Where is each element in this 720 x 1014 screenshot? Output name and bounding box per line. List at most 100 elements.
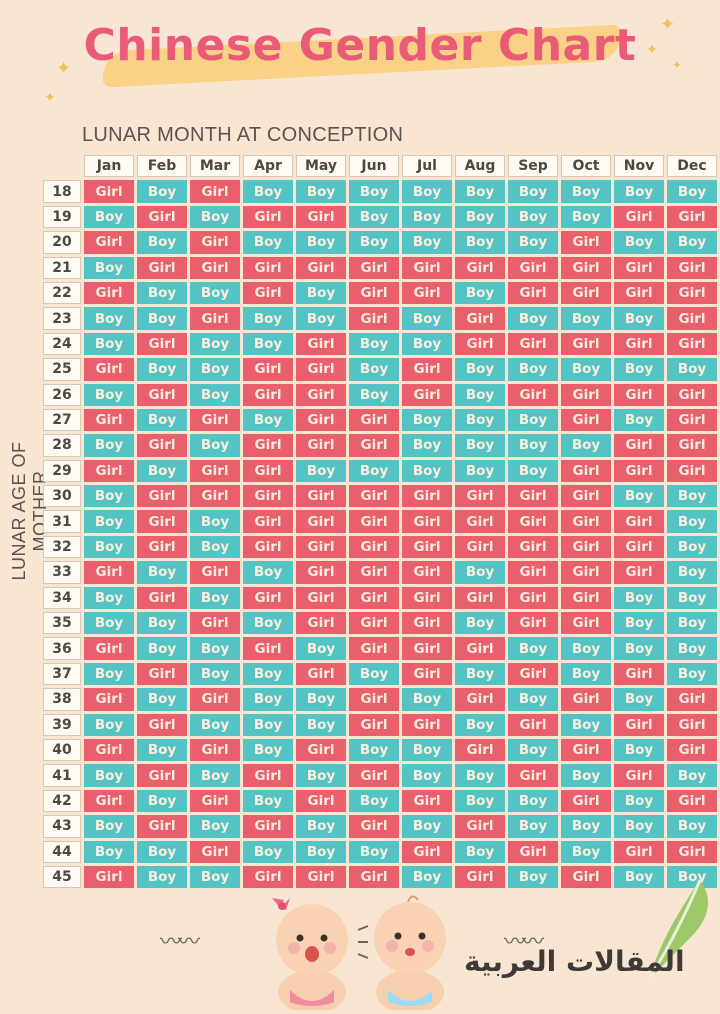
gender-cell: Boy: [84, 307, 134, 330]
x-axis-label: LUNAR MONTH AT CONCEPTION: [82, 124, 404, 146]
gender-cell: Girl: [137, 586, 187, 610]
age-label: 29: [43, 459, 81, 483]
gender-cell: Girl: [402, 358, 452, 381]
gender-cell: Boy: [508, 815, 558, 838]
table-row: 22 Girl Boy Boy Girl Boy Girl Girl Boy Girl Girl Gi…: [43, 281, 717, 305]
gender-cell: Girl: [349, 485, 399, 508]
gender-cell: Girl: [667, 307, 717, 330]
gender-cell: Boy: [137, 612, 187, 635]
gender-cell: Boy: [190, 383, 240, 406]
gender-cell: Girl: [243, 485, 293, 508]
wave-decoration: 〰〰: [160, 930, 200, 955]
gender-cell: Girl: [614, 332, 664, 356]
gender-cell: Girl: [508, 662, 558, 686]
gender-cell: Boy: [667, 180, 717, 203]
age-label: 18: [43, 180, 81, 203]
gender-cell: Girl: [402, 561, 452, 584]
month-header-may: May: [296, 155, 346, 178]
gender-cell: Girl: [190, 256, 240, 279]
gender-cell: Boy: [402, 180, 452, 203]
gender-cell: Boy: [296, 281, 346, 305]
gender-cell: Girl: [667, 840, 717, 863]
gender-cell: Boy: [190, 281, 240, 305]
gender-cell: Girl: [508, 383, 558, 406]
sparkle-icon: ✦: [672, 58, 683, 72]
gender-cell: Girl: [243, 865, 293, 889]
age-label: 40: [43, 738, 81, 762]
gender-cell: Girl: [296, 383, 346, 406]
gender-cell: Girl: [349, 307, 399, 330]
age-label: 26: [43, 383, 81, 406]
gender-cell: Girl: [455, 256, 505, 279]
gender-cell: Boy: [84, 764, 134, 787]
gender-cell: Boy: [243, 738, 293, 762]
table-row: 36 Girl Boy Boy Girl Boy Girl Girl Girl Boy Boy Boy…: [43, 637, 717, 660]
gender-cell: Boy: [349, 231, 399, 254]
gender-cell: Girl: [84, 459, 134, 483]
gender-cell: Boy: [614, 612, 664, 635]
age-label: 32: [43, 535, 81, 559]
gender-cell: Boy: [137, 281, 187, 305]
gender-cell: Boy: [667, 815, 717, 838]
gender-cell: Girl: [243, 434, 293, 457]
table-row: 21 Boy Girl Girl Girl Girl Girl Girl Girl Girl Gir…: [43, 256, 717, 279]
age-label: 36: [43, 637, 81, 660]
gender-cell: Boy: [243, 789, 293, 813]
gender-cell: Boy: [190, 586, 240, 610]
gender-cell: Girl: [137, 332, 187, 356]
gender-cell: Girl: [402, 510, 452, 533]
gender-cell: Girl: [243, 510, 293, 533]
gender-cell: Girl: [137, 485, 187, 508]
gender-cell: Girl: [243, 459, 293, 483]
gender-cell: Girl: [190, 738, 240, 762]
gender-cell: Girl: [84, 231, 134, 254]
gender-cell: Boy: [455, 383, 505, 406]
gender-cell: Girl: [190, 231, 240, 254]
gender-cell: Boy: [402, 459, 452, 483]
gender-cell: Girl: [402, 612, 452, 635]
gender-cell: Girl: [243, 383, 293, 406]
gender-cell: Girl: [667, 205, 717, 229]
gender-cell: Girl: [561, 332, 611, 356]
gender-cell: Boy: [84, 256, 134, 279]
month-header-sep: Sep: [508, 155, 558, 178]
gender-cell: Boy: [667, 637, 717, 660]
gender-cell: Girl: [402, 485, 452, 508]
gender-cell: Girl: [243, 586, 293, 610]
gender-cell: Girl: [614, 840, 664, 863]
gender-cell: Girl: [84, 408, 134, 432]
gender-cell: Girl: [508, 612, 558, 635]
gender-cell: Girl: [296, 789, 346, 813]
table-row: 38 Girl Boy Girl Boy Boy Girl Boy Girl Boy Girl Boy…: [43, 688, 717, 711]
gender-cell: Girl: [561, 383, 611, 406]
age-label: 23: [43, 307, 81, 330]
gender-cell: Boy: [455, 358, 505, 381]
age-label: 34: [43, 586, 81, 610]
gender-cell: Boy: [137, 840, 187, 863]
gender-cell: Boy: [402, 764, 452, 787]
gender-cell: Girl: [137, 510, 187, 533]
age-label: 27: [43, 408, 81, 432]
gender-cell: Boy: [614, 815, 664, 838]
gender-cell: Boy: [402, 865, 452, 889]
gender-cell: Boy: [84, 485, 134, 508]
table-row: 30 Boy Girl Girl Girl Girl Girl Girl Girl Girl Gir…: [43, 485, 717, 508]
age-label: 39: [43, 713, 81, 736]
gender-cell: Girl: [349, 865, 399, 889]
gender-cell: Girl: [614, 535, 664, 559]
gender-cell: Boy: [137, 637, 187, 660]
gender-cell: Boy: [667, 764, 717, 787]
gender-cell: Girl: [455, 738, 505, 762]
gender-cell: Boy: [455, 408, 505, 432]
gender-cell: Girl: [84, 865, 134, 889]
gender-cell: Girl: [614, 434, 664, 457]
month-header-dec: Dec: [667, 155, 717, 178]
gender-cell: Girl: [614, 662, 664, 686]
age-label: 38: [43, 688, 81, 711]
gender-cell: Boy: [455, 180, 505, 203]
gender-cell: Boy: [296, 459, 346, 483]
gender-cell: Boy: [243, 231, 293, 254]
gender-cell: Boy: [349, 332, 399, 356]
gender-cell: Boy: [667, 485, 717, 508]
table-row: 31 Boy Girl Boy Girl Girl Girl Girl Girl Girl Girl…: [43, 510, 717, 533]
